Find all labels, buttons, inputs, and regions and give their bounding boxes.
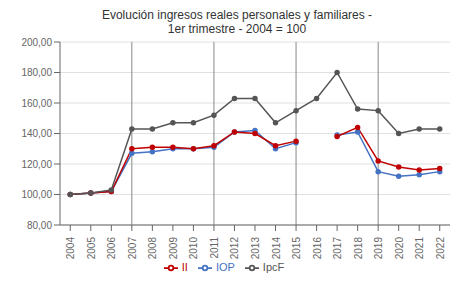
svg-text:2021: 2021 <box>414 237 425 260</box>
svg-text:2004: 2004 <box>65 237 76 260</box>
html-text:IOP: IOP <box>215 261 235 273</box>
svg-text:2014: 2014 <box>271 237 282 260</box>
svg-text:2015: 2015 <box>291 237 302 260</box>
svg-text:140,00: 140,00 <box>21 128 52 139</box>
svg-text:2013: 2013 <box>250 237 261 260</box>
svg-text:2006: 2006 <box>106 237 117 260</box>
svg-text:2012: 2012 <box>229 237 240 260</box>
html-text:IpcF: IpcF <box>262 261 285 273</box>
svg-text:2020: 2020 <box>394 237 405 260</box>
html-text:Evolución ingresos reales pers: Evolución ingresos reales personales y f… <box>101 8 373 22</box>
svg-text:2008: 2008 <box>147 237 158 260</box>
svg-text:100,00: 100,00 <box>21 189 52 200</box>
svg-text:2007: 2007 <box>127 237 138 260</box>
svg-text:2022: 2022 <box>435 237 446 260</box>
svg-text:2019: 2019 <box>373 237 384 260</box>
svg-text:200,00: 200,00 <box>21 38 52 48</box>
svg-text:2018: 2018 <box>353 237 364 260</box>
svg-text:120,00: 120,00 <box>21 159 52 170</box>
svg-text:2010: 2010 <box>188 237 199 260</box>
html-text:1er trimestre - 2004 = 100: 1er trimestre - 2004 = 100 <box>167 22 307 36</box>
svg-text:80,00: 80,00 <box>27 220 52 231</box>
svg-text:2005: 2005 <box>86 237 97 260</box>
html-text:II: II <box>181 261 188 273</box>
svg-text:2017: 2017 <box>332 237 343 260</box>
svg-text:2011: 2011 <box>209 237 220 259</box>
svg-text:160,00: 160,00 <box>21 98 52 109</box>
svg-text:2009: 2009 <box>168 237 179 260</box>
svg-text:180,00: 180,00 <box>21 67 52 78</box>
svg-text:2016: 2016 <box>312 237 323 260</box>
